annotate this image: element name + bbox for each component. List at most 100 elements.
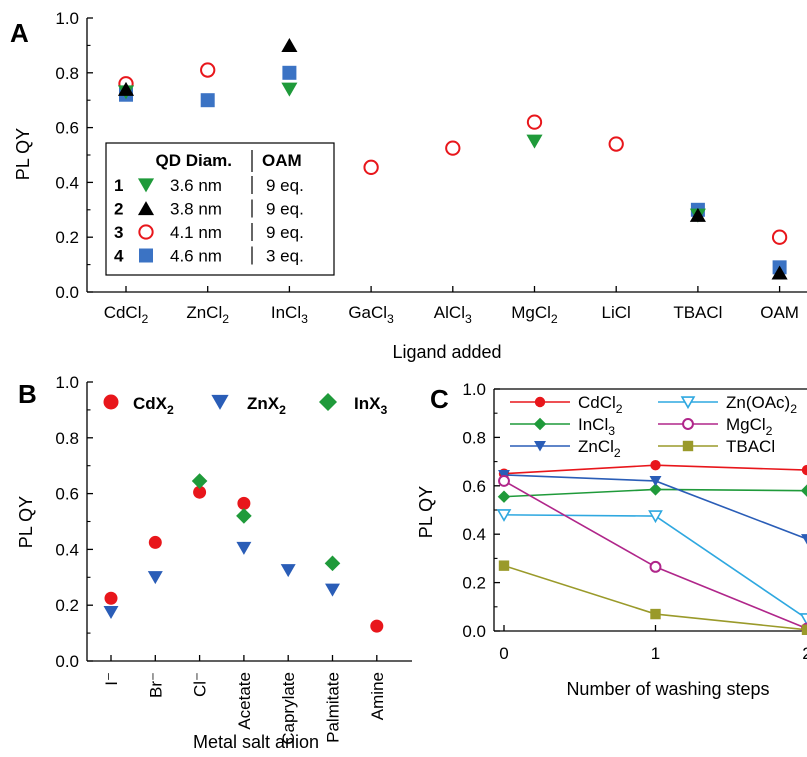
data-point	[324, 555, 341, 572]
y-tick-label: 0.8	[55, 64, 79, 83]
data-point	[191, 473, 208, 489]
x-tick-label: ZnCl2	[186, 303, 229, 326]
data-point	[650, 608, 661, 620]
x-tick-label: CdCl2	[104, 303, 149, 326]
data-point	[801, 624, 807, 635]
data-point	[200, 62, 216, 78]
legend-header-diam: QD Diam.	[155, 151, 232, 170]
data-point	[370, 619, 384, 633]
data-point	[325, 583, 340, 597]
data-point	[281, 82, 298, 97]
x-axis-label: Ligand added	[392, 342, 501, 362]
legend-marker	[534, 441, 546, 452]
x-axis-label: Number of washing steps	[566, 679, 769, 699]
series-line	[503, 480, 807, 630]
data-point	[650, 460, 661, 471]
legend-row-oam: 9 eq.	[266, 223, 304, 242]
legend-label: InCl3	[578, 415, 615, 438]
y-axis-label: PL QY	[16, 496, 36, 548]
x-tick-label: Amine	[368, 672, 387, 720]
data-point	[104, 591, 118, 605]
legend-row-number: 2	[114, 200, 123, 219]
x-tick-label: TBACl	[673, 303, 722, 322]
legend-marker	[139, 248, 153, 263]
data-point	[236, 541, 252, 555]
data-point	[117, 81, 135, 96]
data-point	[800, 484, 807, 497]
y-tick-label: 0.0	[462, 622, 486, 641]
data-point	[801, 464, 807, 476]
y-tick-label: 0.6	[55, 119, 79, 138]
legend-marker	[137, 178, 155, 193]
y-tick-label: 0.4	[55, 173, 79, 192]
data-point	[689, 207, 706, 222]
y-tick-label: 0.4	[462, 525, 486, 544]
data-point	[649, 560, 662, 573]
legend-marker	[137, 201, 155, 216]
x-tick-label: Cl⁻	[191, 672, 210, 697]
legend-label: MgCl2	[726, 415, 773, 438]
legend-marker	[211, 394, 229, 410]
legend-header-oam: OAM	[262, 151, 302, 170]
x-tick-label: Br⁻	[146, 672, 165, 698]
legend-row-oam: 9 eq.	[266, 200, 304, 219]
y-tick-label: 0.0	[55, 652, 79, 671]
legend-label: CdX2	[133, 394, 174, 417]
data-point	[497, 490, 511, 503]
legend-marker	[533, 417, 547, 431]
data-point	[280, 564, 296, 578]
legend-row-number: 3	[114, 223, 123, 242]
legend-row-diam: 4.1 nm	[170, 223, 222, 242]
data-point	[103, 606, 119, 619]
legend-marker	[103, 394, 119, 410]
x-tick-label: LiCl	[602, 303, 631, 322]
legend-label: TBACl	[726, 437, 775, 456]
y-tick-label: 0.2	[462, 574, 486, 593]
data-point	[200, 93, 215, 108]
y-tick-label: 0.6	[462, 477, 486, 496]
data-point	[799, 613, 807, 626]
y-tick-label: 0.8	[55, 429, 79, 448]
legend-label: CdCl2	[578, 393, 623, 416]
data-point	[526, 134, 543, 149]
x-tick-label: OAM	[760, 303, 799, 322]
data-point	[498, 560, 510, 571]
data-point	[608, 136, 624, 152]
data-point	[282, 65, 297, 80]
data-point	[148, 535, 162, 549]
legend-marker	[534, 396, 546, 408]
data-point	[649, 483, 662, 496]
legend-row-number: 1	[114, 176, 123, 195]
legend-row-diam: 4.6 nm	[170, 247, 222, 266]
legend-label: ZnCl2	[578, 437, 621, 460]
y-tick-label: 0.6	[55, 485, 79, 504]
y-axis-label: PL QY	[13, 128, 33, 180]
data-point	[281, 38, 298, 53]
panel-label-a: A	[10, 18, 29, 48]
data-point	[771, 265, 788, 280]
x-tick-label: GaCl3	[348, 303, 394, 326]
y-tick-label: 1.0	[462, 380, 486, 399]
data-point	[237, 496, 251, 510]
legend-marker	[682, 440, 694, 452]
x-tick-label: Acetate	[235, 672, 254, 730]
data-point	[649, 476, 662, 487]
y-tick-label: 0.4	[55, 540, 79, 559]
y-tick-label: 1.0	[55, 9, 79, 28]
x-tick-label: 0	[499, 644, 508, 663]
data-point	[498, 475, 510, 487]
series-line	[503, 564, 807, 631]
data-point	[445, 140, 461, 156]
x-tick-label: I⁻	[102, 672, 121, 686]
x-tick-label: Palmitate	[324, 672, 343, 743]
data-point	[193, 485, 207, 499]
data-point	[771, 229, 788, 245]
data-point	[648, 510, 663, 524]
data-point	[526, 114, 543, 130]
panel-c: C 0.0 0.2 0.4 0.6 0.8 1.0 0 1 2 PL QY Number of was…	[416, 380, 807, 699]
y-tick-label: 1.0	[55, 373, 79, 392]
legend-label: Zn(OAc)2	[726, 393, 797, 416]
legend-row-diam: 3.6 nm	[170, 176, 222, 195]
legend-marker	[319, 393, 337, 411]
